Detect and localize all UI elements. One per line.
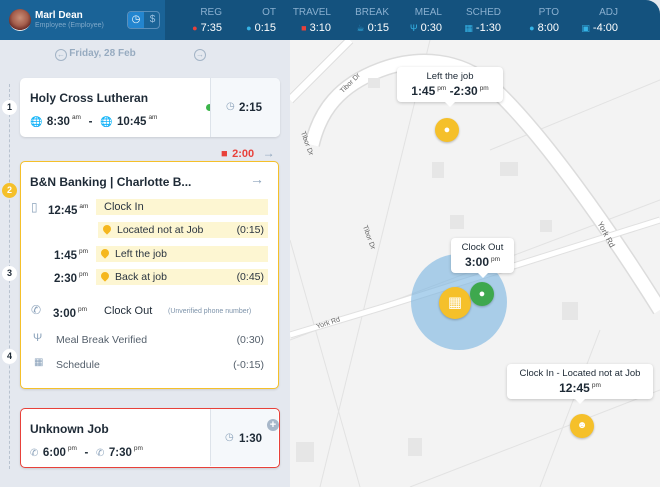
schedule-value: (-0:15) [233,359,264,371]
arrow-right-icon[interactable]: → [250,171,264,187]
travel-row: ■ 2:00 → [221,146,275,160]
event-time: 12:45 am [48,202,89,217]
stat-ot: OT ● 0:15 [246,7,276,34]
event-time: 1:45 pm [54,247,89,262]
clock-icon: ◷ [225,432,234,443]
event-clock-in: Clock In [96,199,268,215]
job-times: 🌐 8:30 am - 🌐 10:45 am [30,113,158,128]
globe-icon: 🌐 [30,117,43,128]
event-back-at-job: Back at job (0:45) [96,269,268,285]
tooltip-clock-out: Clock Out 3:00 pm [451,238,514,278]
unverified-note: (Unverified phone number) [168,308,252,315]
stat-adj: ADJ ▣ -4:00 [581,7,618,34]
job-times: ✆ 6:00 pm - ✆ 7:30 pm [30,444,143,459]
mobile-icon: ▯ [31,200,38,214]
status-dot [206,104,213,111]
next-day-button[interactable]: → [194,49,206,61]
user-x-icon[interactable]: ☻ [570,414,594,438]
time-money-toggle[interactable]: ◷ $ [127,11,160,29]
header-bar: Marl Dean Employee (Employee) ◷ $ REG ● 7:… [0,0,660,40]
tooltip-left-job: Left the job 1:45 pm -2:30 pm [397,67,503,107]
clock-icon: ◷ [226,101,235,112]
calendar-icon: ▦ [34,357,44,368]
user-clock-icon: ● [529,23,535,33]
timeline-number: 1 [2,100,17,115]
calendar-icon: ▦ [464,23,473,33]
clock-icon: ● [192,23,198,33]
job-title: B&N Banking | Charlotte B... [30,175,192,189]
stat-sched: SCHED ▦ -1:30 [464,7,501,34]
duration-panel: ◷ 1:30 [210,409,278,466]
utensils-icon: Ψ [410,23,418,33]
stat-meal: MEAL Ψ 0:30 [410,7,442,34]
location-pin-icon [99,247,111,259]
user-name: Marl Dean [35,10,83,21]
clock-icon[interactable]: ◷ [128,12,144,28]
utensils-icon: Ψ [33,332,43,344]
job-card-bn-banking[interactable]: B&N Banking | Charlotte B... → ▯ 12:45 am… [20,161,279,389]
dollar-icon[interactable]: $ [149,14,156,25]
car-icon: ■ [301,23,307,33]
arrow-right-icon[interactable]: → [262,146,275,160]
add-icon[interactable]: + [267,419,279,431]
prev-day-button[interactable]: ← [55,49,67,61]
job-title: Holy Cross Lutheran [30,91,149,105]
phone-icon: ✆ [30,448,39,459]
event-clock-out: Clock Out [104,305,153,317]
phone-icon: ✆ [96,448,105,459]
location-pin-icon [101,223,113,235]
globe-icon: 🌐 [100,117,113,128]
clock-out-pin-icon[interactable]: ● [470,282,494,306]
date-label: Friday, 28 Feb [69,48,136,59]
event-left-job: Left the job [96,246,268,262]
event-time: 3:00 pm [53,305,88,320]
stat-pto: PTO ● 8:00 [529,7,559,34]
user-role: Employee (Employee) [35,22,104,29]
left-job-pin-icon[interactable]: ● [435,118,459,142]
stat-break: BREAK ☕ 0:15 [355,7,389,34]
tooltip-clock-in: Clock In - Located not at Job 12:45 pm [507,364,653,404]
avatar[interactable] [9,9,31,31]
stat-travel: TRAVEL ■ 3:10 [292,7,331,34]
job-card-holy-cross[interactable]: Holy Cross Lutheran 🌐 8:30 am - 🌐 10:45 am… [20,78,280,137]
job-card-unknown[interactable]: Unknown Job ✆ 6:00 pm - ✆ 7:30 pm ◷ 1:30 + [20,408,280,468]
car-icon: ■ [221,148,228,160]
event-time: 2:30 pm [54,270,89,285]
location-pin-icon [99,270,111,282]
timeline-number: 2 [2,183,17,198]
timeline-number: 4 [2,349,17,364]
coffee-icon: ☕ [356,23,365,33]
event-located-not-at-job: Located not at Job (0:15) [98,222,268,238]
adjust-icon: ▣ [581,23,590,33]
duration-panel: ◷ 2:15 [210,78,280,137]
phone-icon: ✆ [31,303,42,317]
schedule-label: Schedule [56,359,100,371]
building-icon[interactable]: ▦ [439,287,471,319]
timeline-number: 3 [2,266,17,281]
job-title: Unknown Job [30,422,109,436]
meal-label: Meal Break Verified [56,334,148,346]
stopwatch-icon: ● [246,23,252,33]
stat-reg: REG ● 7:35 [192,7,222,34]
map-view[interactable]: Tibor Dr Tibor Dr Tibor Dr York Rd York … [290,40,660,487]
meal-value: (0:30) [236,334,264,346]
user-section-chevron [150,0,165,40]
